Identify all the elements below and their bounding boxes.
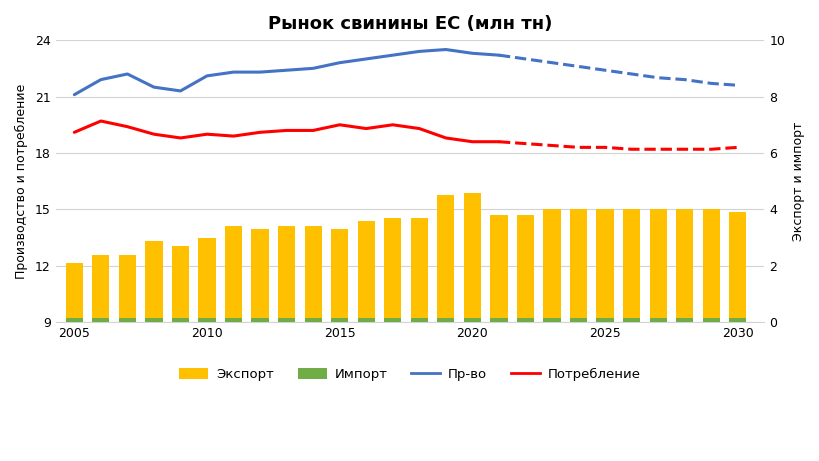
- Bar: [172, 318, 189, 322]
- Bar: [383, 318, 401, 322]
- Y-axis label: Производство и потребление: Производство и потребление: [15, 83, 28, 279]
- Bar: [622, 209, 640, 322]
- Bar: [595, 318, 613, 322]
- Bar: [728, 212, 745, 322]
- Bar: [198, 318, 215, 322]
- Bar: [331, 229, 348, 322]
- Bar: [437, 318, 454, 322]
- Bar: [278, 318, 295, 322]
- Bar: [383, 218, 401, 322]
- Bar: [410, 318, 428, 322]
- Bar: [569, 209, 586, 322]
- Bar: [464, 193, 481, 322]
- Bar: [649, 209, 666, 322]
- Bar: [675, 318, 693, 322]
- Bar: [410, 218, 428, 322]
- Bar: [357, 318, 374, 322]
- Bar: [172, 246, 189, 322]
- Bar: [224, 226, 242, 322]
- Bar: [119, 318, 136, 322]
- Bar: [728, 318, 745, 322]
- Bar: [702, 209, 719, 322]
- Bar: [437, 195, 454, 322]
- Bar: [490, 215, 507, 322]
- Bar: [516, 215, 533, 322]
- Bar: [675, 209, 693, 322]
- Bar: [543, 209, 560, 322]
- Bar: [357, 221, 374, 322]
- Bar: [251, 229, 269, 322]
- Bar: [702, 318, 719, 322]
- Bar: [145, 241, 162, 322]
- Bar: [464, 318, 481, 322]
- Legend: Экспорт, Импорт, Пр-во, Потребление: Экспорт, Импорт, Пр-во, Потребление: [174, 362, 645, 386]
- Bar: [569, 318, 586, 322]
- Bar: [66, 318, 83, 322]
- Bar: [595, 209, 613, 322]
- Bar: [304, 318, 321, 322]
- Bar: [224, 318, 242, 322]
- Bar: [92, 254, 110, 322]
- Bar: [490, 318, 507, 322]
- Bar: [119, 254, 136, 322]
- Bar: [304, 226, 321, 322]
- Bar: [251, 318, 269, 322]
- Bar: [145, 318, 162, 322]
- Bar: [278, 226, 295, 322]
- Bar: [198, 238, 215, 322]
- Y-axis label: Экспорт и импорт: Экспорт и импорт: [791, 122, 804, 241]
- Bar: [66, 263, 83, 322]
- Bar: [622, 318, 640, 322]
- Bar: [516, 318, 533, 322]
- Bar: [649, 318, 666, 322]
- Bar: [92, 318, 110, 322]
- Bar: [543, 318, 560, 322]
- Bar: [331, 318, 348, 322]
- Title: Рынок свинины ЕС (млн тн): Рынок свинины ЕС (млн тн): [268, 15, 551, 33]
